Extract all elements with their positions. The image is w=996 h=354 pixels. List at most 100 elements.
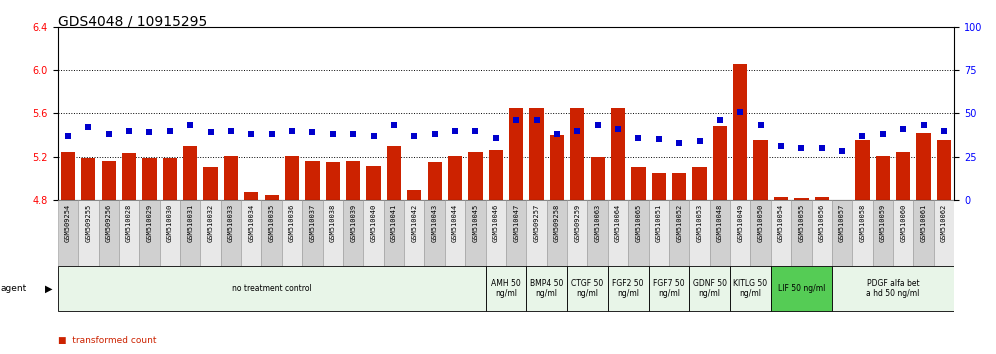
Text: ▶: ▶: [45, 284, 53, 293]
Text: GSM510061: GSM510061: [920, 203, 926, 241]
Bar: [203, 167, 218, 200]
Bar: [648, 200, 669, 266]
Text: GSM510028: GSM510028: [126, 203, 132, 241]
Point: [81, 124, 97, 130]
Bar: [692, 167, 706, 200]
Bar: [651, 173, 666, 200]
Bar: [367, 166, 380, 200]
Bar: [241, 200, 262, 266]
Point: [590, 122, 606, 128]
Bar: [383, 200, 404, 266]
Text: GSM510039: GSM510039: [351, 203, 357, 241]
Point: [264, 131, 280, 137]
Point: [101, 131, 117, 137]
Text: GSM510044: GSM510044: [452, 203, 458, 241]
Bar: [794, 198, 809, 200]
Point: [508, 118, 524, 123]
Text: GDS4048 / 10915295: GDS4048 / 10915295: [58, 14, 207, 28]
Point: [671, 140, 687, 145]
Point: [346, 131, 362, 137]
Text: GSM510062: GSM510062: [941, 203, 947, 241]
Bar: [733, 64, 747, 200]
Bar: [404, 200, 424, 266]
Point: [753, 122, 769, 128]
Text: GSM510058: GSM510058: [860, 203, 866, 241]
Point: [467, 128, 483, 133]
Bar: [669, 200, 689, 266]
Bar: [774, 197, 788, 200]
Text: GSM510040: GSM510040: [371, 203, 376, 241]
Bar: [628, 200, 648, 266]
Point: [243, 131, 259, 137]
Bar: [323, 200, 343, 266]
Bar: [78, 200, 99, 266]
Point: [284, 128, 300, 133]
Point: [122, 128, 137, 133]
Bar: [872, 200, 893, 266]
Text: GSM509255: GSM509255: [86, 203, 92, 241]
Bar: [934, 200, 954, 266]
Text: GSM509257: GSM509257: [534, 203, 540, 241]
Bar: [875, 155, 890, 200]
Text: GSM509258: GSM509258: [554, 203, 560, 241]
Bar: [142, 158, 156, 200]
Bar: [262, 200, 282, 266]
Bar: [180, 200, 200, 266]
Point: [794, 145, 810, 151]
Point: [325, 131, 341, 137]
Point: [895, 126, 911, 132]
Bar: [608, 267, 648, 310]
Bar: [937, 141, 951, 200]
Bar: [364, 200, 383, 266]
Point: [386, 122, 402, 128]
Bar: [856, 141, 870, 200]
Point: [223, 128, 239, 133]
Bar: [119, 200, 139, 266]
Bar: [526, 267, 567, 310]
Bar: [608, 200, 628, 266]
Text: no treatment control: no treatment control: [232, 284, 312, 293]
Bar: [896, 152, 910, 200]
Text: BMP4 50
ng/ml: BMP4 50 ng/ml: [530, 279, 564, 298]
Text: agent: agent: [1, 284, 27, 293]
Point: [570, 128, 586, 133]
Bar: [285, 155, 299, 200]
Bar: [386, 146, 401, 200]
Bar: [427, 162, 442, 200]
Point: [305, 130, 321, 135]
Text: GSM509259: GSM509259: [575, 203, 581, 241]
Point: [936, 128, 952, 133]
Bar: [506, 200, 526, 266]
Bar: [102, 161, 116, 200]
Text: GSM510032: GSM510032: [207, 203, 213, 241]
Bar: [771, 200, 791, 266]
Point: [732, 109, 748, 114]
Bar: [224, 155, 238, 200]
Text: GSM510030: GSM510030: [166, 203, 173, 241]
Bar: [913, 200, 934, 266]
Bar: [672, 173, 686, 200]
Bar: [791, 200, 812, 266]
Point: [366, 133, 381, 139]
Bar: [61, 152, 75, 200]
Point: [529, 118, 545, 123]
Text: GDNF 50
ng/ml: GDNF 50 ng/ml: [692, 279, 727, 298]
Text: GSM510035: GSM510035: [269, 203, 275, 241]
Point: [712, 118, 728, 123]
Point: [630, 135, 646, 141]
Text: GSM509256: GSM509256: [106, 203, 112, 241]
Text: GSM510065: GSM510065: [635, 203, 641, 241]
Bar: [183, 146, 197, 200]
Text: GSM510054: GSM510054: [778, 203, 784, 241]
Point: [447, 128, 463, 133]
Point: [915, 122, 931, 128]
Point: [60, 133, 76, 139]
Text: ■  transformed count: ■ transformed count: [58, 336, 156, 345]
Text: CTGF 50
ng/ml: CTGF 50 ng/ml: [572, 279, 604, 298]
Text: KITLG 50
ng/ml: KITLG 50 ng/ml: [733, 279, 768, 298]
Point: [202, 130, 218, 135]
Point: [161, 128, 178, 133]
Text: GSM510059: GSM510059: [879, 203, 885, 241]
Bar: [713, 126, 727, 200]
Bar: [448, 155, 462, 200]
